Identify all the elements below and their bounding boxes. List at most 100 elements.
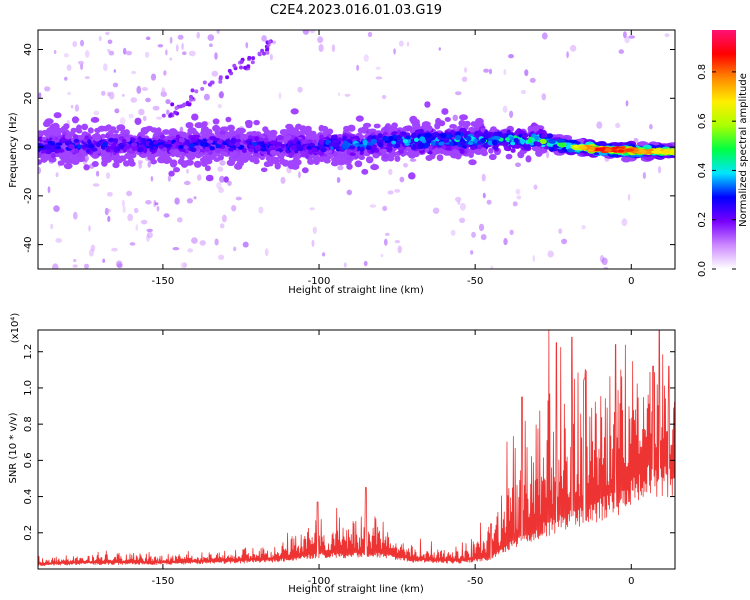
heatmap-cell: [131, 146, 138, 151]
heatmap-cell: [513, 144, 521, 149]
heatmap-speckle: [122, 205, 126, 214]
heatmap-speckle: [72, 264, 78, 268]
heatmap-cell: [373, 123, 381, 129]
heatmap-cell: [178, 131, 187, 137]
heatmap-speckle: [126, 190, 133, 197]
heatmap-speckle: [175, 44, 179, 52]
heatmap-speckle: [394, 240, 401, 244]
heatmap-cell: [307, 158, 315, 165]
heatmap-speckle: [482, 192, 486, 199]
heatmap-speckle: [135, 224, 139, 231]
heatmap-speckle: [161, 87, 166, 95]
heatmap-speckle: [217, 104, 222, 109]
heatmap-cell: [425, 155, 433, 161]
heatmap-cell: [640, 150, 647, 154]
heatmap-speckle: [312, 226, 317, 234]
heatmap-cell: [348, 145, 356, 150]
heatmap-cell: [64, 134, 72, 140]
heatmap-speckle: [93, 110, 100, 116]
heatmap-speckle: [188, 50, 196, 57]
heatmap-cell: [190, 147, 197, 152]
heatmap-speckle: [219, 223, 225, 229]
heatmap-cell: [112, 129, 120, 134]
heatmap-speckle: [170, 102, 175, 107]
heatmap-cell: [405, 135, 411, 140]
x-tick-label: -150: [152, 276, 175, 287]
heatmap-cell: [556, 142, 567, 147]
heatmap-cell: [69, 157, 76, 163]
heatmap-cell: [267, 161, 274, 167]
heatmap-cell: [439, 133, 447, 138]
heatmap-speckle: [515, 188, 521, 195]
heatmap-speckle: [262, 51, 266, 56]
heatmap-speckle: [129, 242, 136, 246]
heatmap-cell: [49, 141, 56, 147]
heatmap-speckle: [627, 193, 631, 201]
heatmap-cell: [535, 142, 543, 147]
heatmap-cell: [179, 155, 185, 161]
heatmap-cell: [410, 150, 417, 157]
heatmap-speckle: [532, 255, 536, 262]
heatmap-speckle: [409, 158, 417, 162]
heatmap-speckle: [161, 113, 166, 118]
heatmap-cell: [140, 153, 146, 158]
heatmap-speckle: [163, 70, 167, 76]
heatmap-speckle: [38, 92, 42, 99]
heatmap-cell: [343, 140, 349, 146]
heatmap-cell: [41, 153, 48, 159]
heatmap-cell: [473, 122, 480, 129]
heatmap-cell: [449, 124, 457, 129]
heatmap-speckle: [190, 88, 195, 93]
heatmap-cell: [236, 157, 245, 163]
heatmap-cell: [71, 116, 79, 124]
heatmap-cell: [41, 136, 47, 141]
heatmap-speckle: [189, 94, 193, 99]
heatmap-cell: [136, 146, 144, 153]
heatmap-speckle: [145, 200, 152, 205]
heatmap-speckle: [186, 169, 189, 174]
heatmap-cell: [438, 141, 445, 146]
heatmap-speckle: [558, 228, 563, 234]
heatmap-speckle: [101, 90, 106, 96]
heatmap-cell: [436, 154, 444, 162]
heatmap-cell: [204, 142, 209, 147]
heatmap-cell: [254, 136, 260, 142]
heatmap-speckle: [141, 87, 149, 91]
heatmap-speckle: [67, 91, 72, 96]
heatmap-speckle: [541, 32, 548, 40]
heatmap-cell: [196, 139, 203, 144]
heatmap-cell: [84, 143, 89, 148]
heatmap-speckle: [182, 102, 187, 107]
heatmap-speckle: [257, 51, 262, 56]
heatmap-cell: [121, 139, 127, 144]
heatmap-cell: [55, 142, 63, 146]
heatmap-cell: [245, 122, 253, 129]
heatmap-cell: [96, 141, 101, 148]
heatmap-cell: [359, 146, 365, 152]
heatmap-speckle: [128, 113, 134, 119]
heatmap-speckle: [344, 93, 351, 97]
heatmap-speckle: [173, 110, 178, 115]
heatmap-speckle: [337, 92, 341, 96]
heatmap-speckle: [309, 207, 315, 211]
heatmap-cell: [523, 144, 531, 150]
heatmap-speckle: [432, 207, 440, 214]
heatmap-cell: [280, 129, 286, 135]
heatmap-cell: [167, 143, 173, 148]
heatmap-cell: [310, 135, 316, 141]
heatmap-speckle: [302, 30, 310, 35]
heatmap-cell: [311, 147, 318, 153]
heatmap-cell: [200, 157, 208, 162]
heatmap-cell: [358, 155, 365, 161]
heatmap-speckle: [111, 247, 118, 252]
heatmap-cell: [328, 142, 334, 147]
heatmap-cell: [444, 117, 451, 122]
heatmap-speckle: [122, 47, 127, 55]
heatmap-cell: [387, 143, 393, 148]
heatmap-cell: [442, 137, 450, 143]
heatmap-speckle: [459, 217, 466, 223]
heatmap-speckle: [524, 69, 529, 77]
heatmap-cell: [249, 157, 256, 163]
heatmap-cell: [100, 133, 106, 139]
heatmap-speckle: [615, 122, 621, 129]
